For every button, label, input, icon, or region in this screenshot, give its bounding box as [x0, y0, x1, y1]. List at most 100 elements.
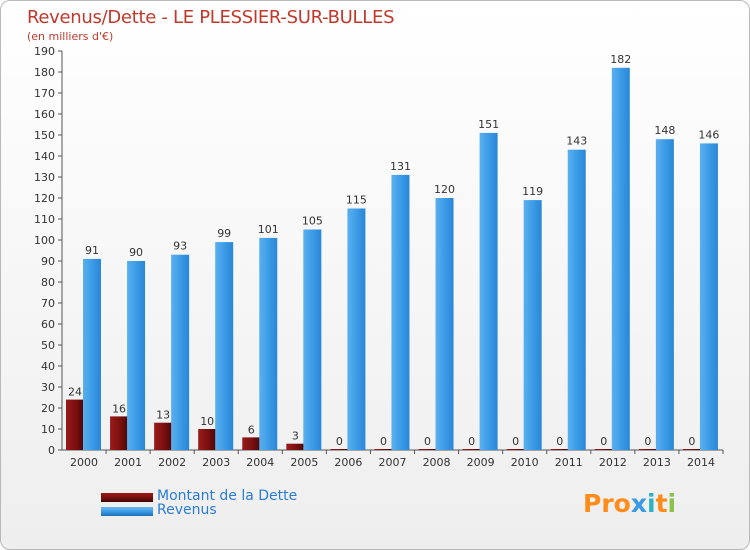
y-tick-label: 120	[34, 192, 55, 205]
x-tick-label: 2006	[334, 456, 362, 469]
bar-dette	[374, 449, 393, 450]
legend-swatch-dette	[101, 493, 153, 502]
proxiti-logo: Proxiti	[583, 489, 676, 518]
data-label-revenus: 119	[522, 185, 543, 198]
data-label-dette: 13	[156, 409, 170, 422]
chart-title: Revenus/Dette - LE PLESSIER-SUR-BULLES	[27, 7, 395, 28]
x-tick-label: 2001	[114, 456, 142, 469]
data-label-dette: 16	[112, 402, 126, 415]
data-label-dette: 0	[512, 435, 519, 448]
x-tick-label: 2005	[290, 456, 318, 469]
bar-revenus	[523, 200, 542, 450]
bar-revenus	[435, 198, 454, 450]
bar-revenus	[127, 261, 146, 450]
data-label-revenus: 93	[173, 240, 187, 253]
x-tick-label: 2014	[687, 456, 715, 469]
data-label-revenus: 101	[258, 223, 279, 236]
logo-letter: x	[630, 489, 647, 518]
data-label-revenus: 143	[566, 135, 587, 148]
data-label-dette: 0	[688, 435, 695, 448]
y-tick-label: 60	[41, 318, 55, 331]
bar-dette	[506, 449, 525, 450]
bar-revenus	[611, 67, 630, 451]
data-label-dette: 0	[468, 435, 475, 448]
y-tick-label: 90	[41, 255, 55, 268]
bar-revenus	[699, 143, 718, 450]
x-tick-label: 2000	[70, 456, 98, 469]
bar-dette	[110, 416, 129, 450]
data-label-revenus: 120	[434, 183, 455, 196]
bar-revenus	[303, 229, 322, 450]
y-tick-label: 140	[34, 150, 55, 163]
bar-revenus	[347, 208, 366, 450]
bar-dette	[198, 429, 217, 450]
y-tick-label: 40	[41, 360, 55, 373]
bar-dette	[462, 449, 481, 450]
bar-revenus	[171, 254, 190, 450]
data-label-dette: 10	[200, 415, 214, 428]
bar-dette	[418, 449, 437, 450]
logo-letter: i	[667, 489, 677, 518]
y-tick-label: 20	[41, 402, 55, 415]
data-label-revenus: 151	[478, 118, 499, 131]
y-tick-label: 10	[41, 423, 55, 436]
bar-dette	[330, 449, 349, 450]
y-tick-label: 180	[34, 66, 55, 79]
x-tick-label: 2003	[202, 456, 230, 469]
data-label-dette: 0	[380, 435, 387, 448]
bar-revenus	[655, 139, 674, 450]
data-label-dette: 0	[336, 435, 343, 448]
data-label-dette: 0	[424, 435, 431, 448]
logo-letter: r	[601, 489, 614, 518]
data-label-revenus: 105	[302, 215, 323, 228]
logo-letter: o	[613, 489, 631, 518]
legend-label-revenus: Revenus	[157, 502, 217, 518]
x-tick-label: 2007	[379, 456, 407, 469]
data-label-revenus: 182	[610, 53, 631, 66]
x-tick-label: 2009	[467, 456, 495, 469]
data-label-revenus: 146	[698, 128, 719, 141]
y-tick-label: 170	[34, 87, 55, 100]
bar-dette	[242, 437, 261, 450]
legend-label-dette: Montant de la Dette	[157, 488, 298, 504]
bar-dette	[594, 449, 613, 450]
y-tick-label: 30	[41, 381, 55, 394]
x-tick-label: 2012	[599, 456, 627, 469]
bar-dette	[286, 443, 305, 450]
bar-revenus	[259, 237, 278, 450]
bar-revenus	[479, 132, 498, 450]
bar-dette	[154, 422, 173, 450]
data-label-dette: 0	[556, 435, 563, 448]
y-tick-label: 0	[48, 444, 55, 457]
data-label-dette: 3	[292, 430, 299, 443]
legend-swatch-revenus	[101, 507, 153, 516]
x-tick-label: 2010	[511, 456, 539, 469]
y-tick-label: 190	[34, 45, 55, 58]
x-tick-label: 2008	[423, 456, 451, 469]
bar-revenus	[83, 258, 101, 450]
y-tick-label: 160	[34, 108, 55, 121]
data-label-dette: 24	[68, 386, 82, 399]
bar-revenus	[215, 242, 234, 450]
data-label-revenus: 148	[654, 124, 675, 137]
y-tick-label: 70	[41, 297, 55, 310]
x-tick-label: 2011	[555, 456, 583, 469]
data-label-revenus: 131	[390, 160, 411, 173]
bar-dette	[682, 449, 701, 450]
data-label-revenus: 90	[129, 246, 143, 259]
data-label-revenus: 99	[217, 227, 231, 240]
y-tick-label: 130	[34, 171, 55, 184]
x-tick-label: 2004	[246, 456, 274, 469]
data-label-dette: 0	[644, 435, 651, 448]
logo-letter: t	[655, 489, 668, 518]
bar-revenus	[391, 174, 410, 450]
y-tick-label: 80	[41, 276, 55, 289]
data-label-revenus: 115	[346, 194, 367, 207]
bar-dette	[638, 449, 657, 450]
logo-letter: i	[647, 489, 656, 518]
bar-dette	[66, 399, 84, 450]
data-label-dette: 6	[248, 423, 255, 436]
data-label-dette: 0	[600, 435, 607, 448]
